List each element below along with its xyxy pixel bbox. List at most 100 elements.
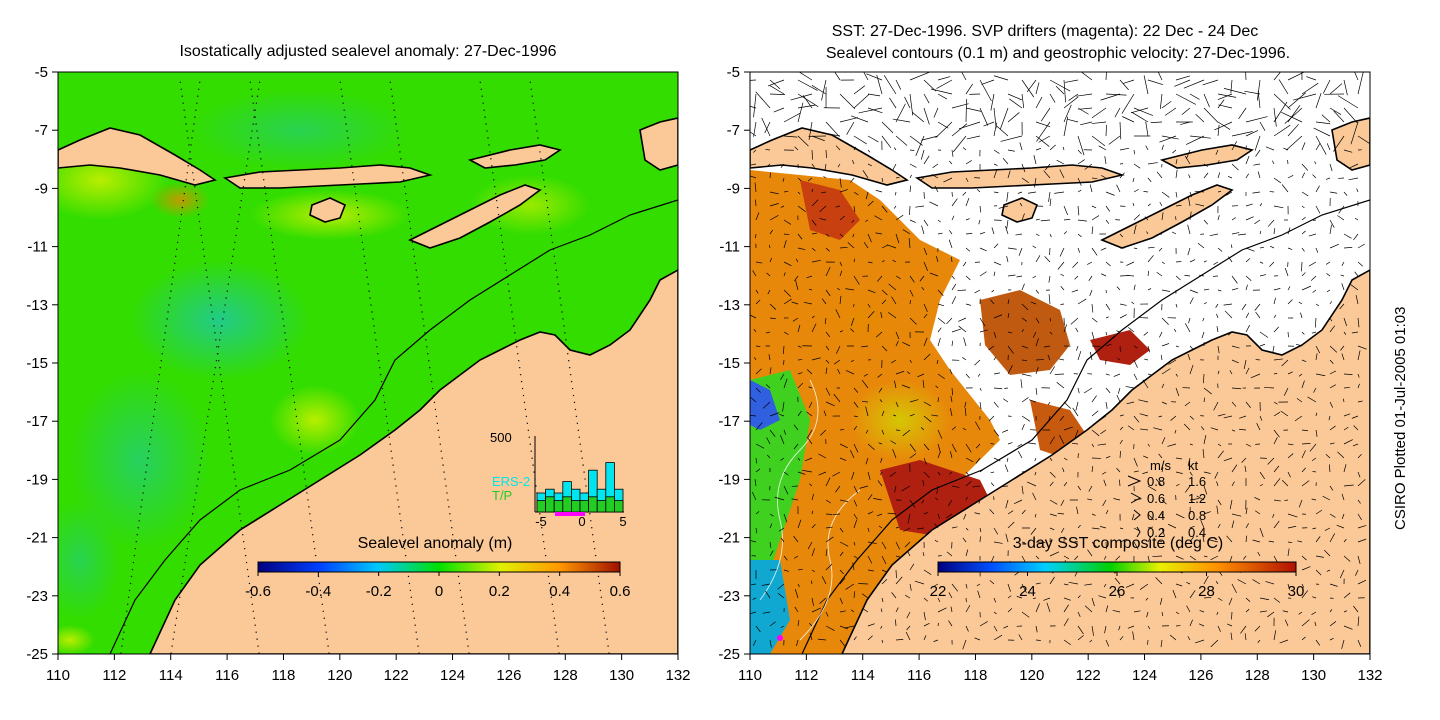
velocity-arrow xyxy=(1035,148,1041,151)
track-dot xyxy=(140,506,142,508)
credit-text: CSIRO Plotted 01-Jul-2005 01:03 xyxy=(1392,306,1409,530)
track-dot xyxy=(429,373,432,376)
velocity-arrow xyxy=(783,112,801,123)
velocity-arrow xyxy=(1112,609,1121,613)
velocity-arrow xyxy=(1119,79,1129,91)
track-dot xyxy=(559,659,560,660)
velocity-arrow xyxy=(780,537,785,543)
track-dot xyxy=(390,88,392,90)
velocity-arrow xyxy=(1174,79,1191,87)
track-dot xyxy=(179,596,181,599)
track-dot xyxy=(503,255,506,258)
velocity-arrow xyxy=(1287,286,1291,291)
track-dot xyxy=(418,290,420,292)
track-dot xyxy=(218,366,221,369)
track-dot xyxy=(210,304,212,306)
velocity-arrow xyxy=(752,597,757,600)
velocity-arrow xyxy=(1035,639,1041,641)
velocity-arrow xyxy=(906,611,911,619)
velocity-arrow xyxy=(1343,387,1350,389)
right-map-field xyxy=(750,72,1370,654)
velocity-arrow xyxy=(769,513,774,517)
track-dot xyxy=(202,248,205,251)
track-dot xyxy=(203,436,206,438)
colorbar-tick-label: -0.6 xyxy=(245,583,271,600)
velocity-arrow xyxy=(1357,499,1361,504)
velocity-arrow xyxy=(962,427,967,431)
velocity-arrow xyxy=(1059,435,1065,445)
track-dot xyxy=(411,241,414,244)
velocity-arrow xyxy=(1213,401,1219,411)
velocity-arrow xyxy=(769,429,776,437)
velocity-arrow xyxy=(769,191,779,195)
right_map-axes-lat-tick-label: -17 xyxy=(718,413,740,430)
velocity-arrow xyxy=(850,177,855,183)
left_map-axes-lon-tick-label: 110 xyxy=(46,667,70,684)
track-dot xyxy=(393,471,395,473)
northeast-islands xyxy=(639,117,678,171)
track-dot xyxy=(497,213,500,216)
velocity-arrow xyxy=(1161,135,1179,140)
velocity-arrow xyxy=(1184,155,1191,165)
velocity-arrow xyxy=(1091,205,1097,209)
velocity-arrow xyxy=(1091,177,1098,180)
velocity-arrow xyxy=(1047,354,1051,361)
track-dot xyxy=(257,645,259,647)
velocity-arrow xyxy=(895,275,901,280)
velocity-arrow xyxy=(825,387,831,396)
velocity-arrow xyxy=(750,175,757,179)
track-dot xyxy=(344,116,346,118)
velocity-arrow xyxy=(1227,623,1233,627)
velocity-arrow xyxy=(1180,121,1191,125)
velocity-arrow xyxy=(989,509,995,515)
velocity-arrow xyxy=(1105,261,1111,267)
track-dot xyxy=(399,513,401,515)
track-dot xyxy=(410,234,413,237)
velocity-arrow xyxy=(923,337,928,347)
velocity-arrow xyxy=(1007,510,1014,515)
track-dot xyxy=(191,513,194,515)
right_map-axes-lat-tick-label: -9 xyxy=(727,180,740,197)
velocity-arrow xyxy=(1181,107,1191,115)
velocity-arrow xyxy=(863,373,869,377)
velocity-arrow xyxy=(839,639,846,648)
track-dot xyxy=(197,213,200,216)
velocity-arrow xyxy=(1217,443,1222,447)
velocity-arrow xyxy=(1353,605,1359,613)
velocity-arrow xyxy=(1021,423,1025,431)
velocity-arrow xyxy=(1144,216,1149,221)
track-dot xyxy=(213,325,215,327)
velocity-arrow xyxy=(951,583,959,592)
track-dot xyxy=(547,213,550,216)
velocity-arrow xyxy=(850,328,855,333)
velocity-arrow xyxy=(1301,272,1306,277)
velocity-arrow xyxy=(1175,513,1185,519)
velocity-arrow xyxy=(1337,215,1345,221)
velocity-arrow xyxy=(923,401,932,407)
velocity-arrow xyxy=(1257,79,1261,101)
velocity-arrow xyxy=(806,411,813,417)
velocity-arrow xyxy=(1315,303,1320,307)
histogram-bar-tp xyxy=(596,500,607,513)
velocity-arrow xyxy=(1184,323,1191,333)
velocity-arrow xyxy=(1238,107,1247,120)
velocity-arrow xyxy=(949,471,953,475)
velocity-arrow xyxy=(935,121,953,139)
velocity-arrow xyxy=(1091,541,1098,548)
velocity-arrow xyxy=(1301,205,1305,209)
velocity-arrow xyxy=(1145,145,1149,151)
velocity-arrow xyxy=(1143,331,1149,336)
velocity-arrow xyxy=(1273,93,1291,110)
velocity-arrow xyxy=(766,454,771,459)
track-dot xyxy=(535,485,537,487)
track-dot xyxy=(512,318,514,320)
velocity-arrow xyxy=(911,111,925,123)
track-dot xyxy=(426,346,428,348)
velocity-arrow xyxy=(1315,247,1319,253)
velocity-arrow xyxy=(1147,513,1155,521)
velocity-arrow xyxy=(993,261,1002,266)
velocity-arrow xyxy=(1314,621,1317,627)
velocity-arrow xyxy=(881,135,892,148)
velocity-arrow xyxy=(1217,450,1224,459)
velocity-arrow xyxy=(1161,401,1167,405)
